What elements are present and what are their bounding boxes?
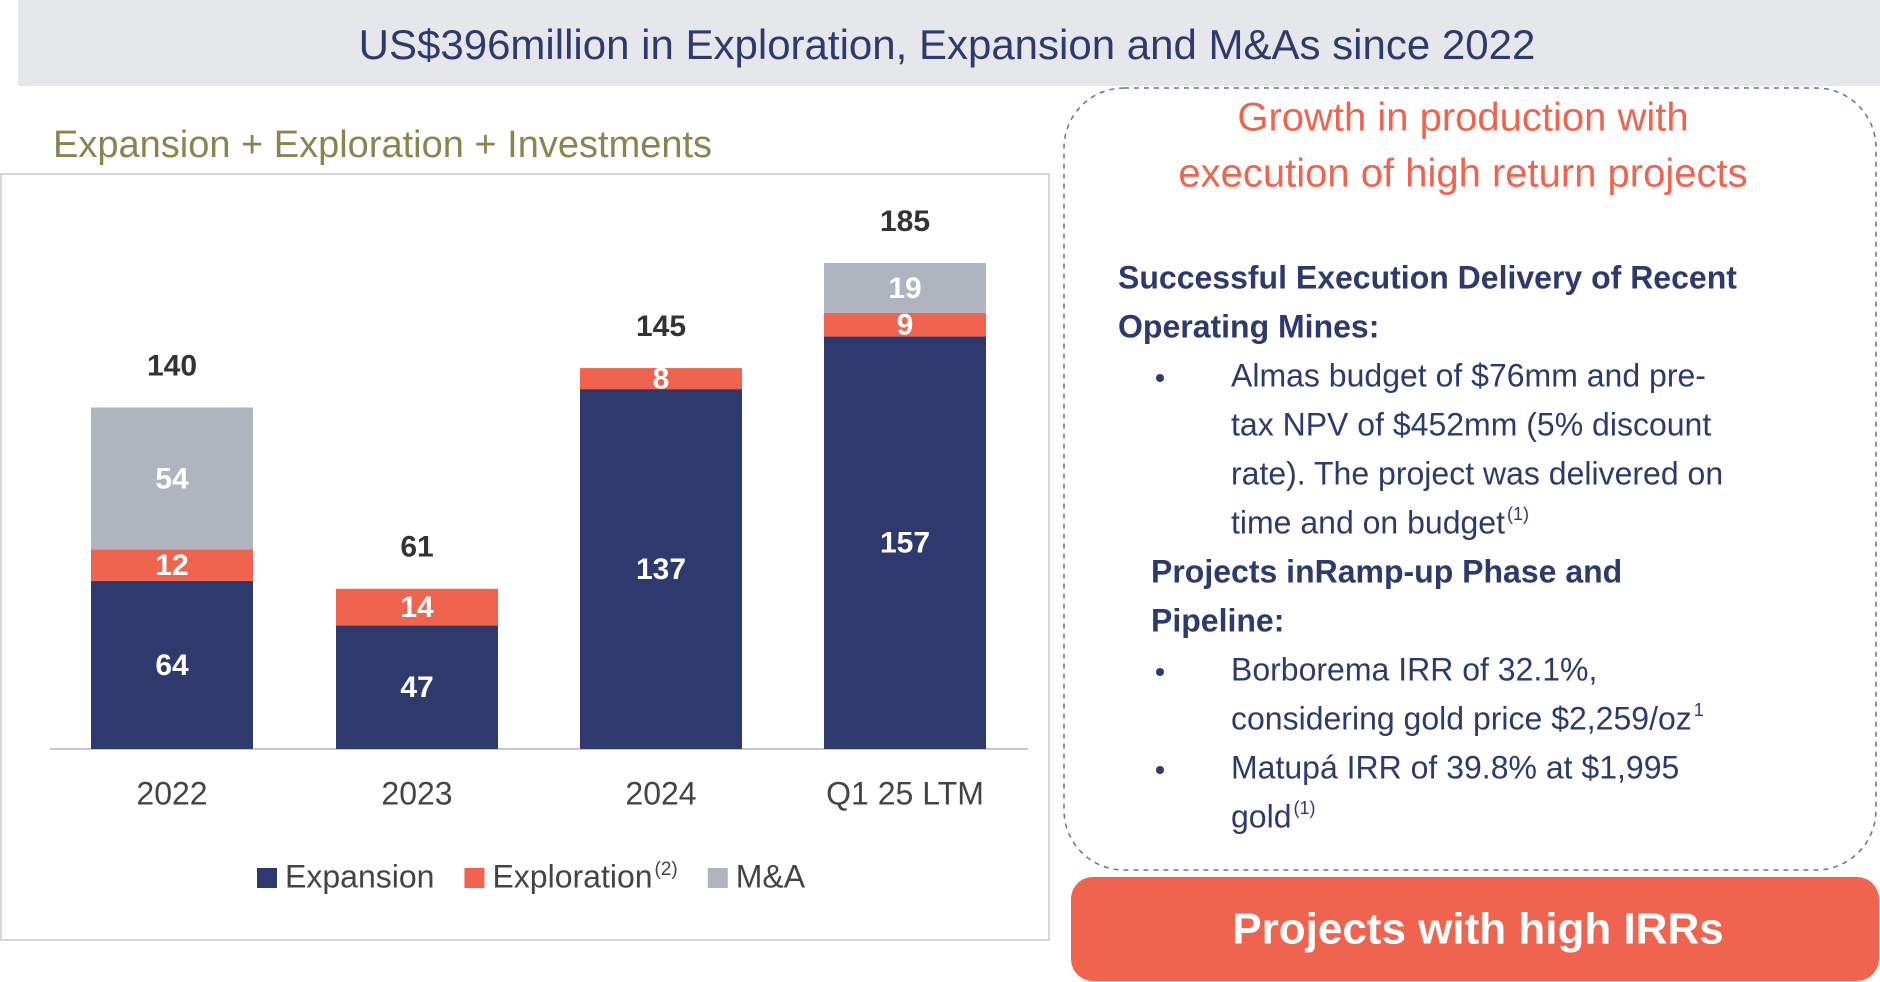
bullet-text: Almas budget of $76mm and pre- [1231,357,1706,393]
legend-swatch [464,868,485,888]
value-label: 47 [400,671,433,704]
x-tick-label: Q1 25 LTM [826,775,984,811]
panel: Growth in production with execution of hi… [1118,96,1748,835]
panel-heading: execution of high return projects [1178,152,1747,196]
value-label: 19 [888,272,921,305]
bullet-text: gold [1231,798,1292,834]
chart-title: Expansion + Exploration + Investments [53,124,712,166]
value-label: 9 [897,309,914,342]
x-tick-label: 2023 [381,775,452,811]
chart-frame [0,173,1050,941]
banner-title: US$396million in Exploration, Expansion … [359,21,1536,68]
bullet-dot [1156,668,1164,676]
legend-swatch [257,868,277,888]
bar-segment [91,580,253,749]
bullet-dot [1156,766,1164,774]
value-label: 157 [880,527,930,560]
value-label: 14 [400,591,434,624]
bullet-note: 1 [1694,700,1704,720]
total-label: 61 [400,531,433,564]
section-title: Pipeline: [1151,602,1284,638]
value-label: 12 [155,549,188,582]
total-label: 185 [880,205,930,238]
bullet-text: rate). The project was delivered on [1231,455,1723,491]
bullet-text: Borborema IRR of 32.1%, [1231,651,1597,687]
value-label: 8 [653,363,670,396]
bar-segment [580,368,742,390]
bar-segment [580,389,742,749]
bar-segment [824,336,986,749]
value-label: 64 [155,649,189,682]
value-label: 137 [636,553,686,586]
bar-segment [824,263,986,313]
bullet-note: (1) [1507,504,1529,524]
bullet-text: Matupá IRR of 39.8% at $1,995 [1231,749,1679,785]
section-title: Operating Mines: [1118,308,1379,344]
bullet-text: tax NPV of $452mm (5% discount [1231,406,1711,442]
bar-segment [824,312,986,337]
legend-label: Exploration [492,858,652,894]
banner-bg [18,0,1880,86]
panel-heading: Growth in production with [1237,96,1688,140]
legend-label: Expansion [285,858,434,894]
bullet-text: considering gold price $2,259/oz [1231,700,1692,736]
bar-segment [91,549,253,581]
bullet-dot [1156,374,1164,382]
bullet-text: time and on budget [1231,504,1505,540]
bar-segment [336,588,498,626]
legend-label: M&A [736,858,806,894]
legend-note: (2) [655,859,678,880]
total-label: 140 [147,349,197,382]
total-label: 145 [636,310,686,343]
section-title: Projects inRamp-up Phase and [1151,553,1622,589]
button-label[interactable]: Projects with high IRRs [1232,905,1723,954]
bar-segment [336,625,498,749]
section-title: Successful Execution Delivery of Recent [1118,259,1737,295]
bullet-note: (1) [1294,798,1316,818]
legend-swatch [707,868,728,888]
chart: 64 12 54 140 2022 47 14 61 2023 137 8 145 2024 157 9 19… [91,205,986,894]
x-tick-label: 2022 [136,775,207,811]
x-tick-label: 2024 [625,775,696,811]
value-label: 54 [155,462,189,495]
bar-segment [91,407,253,550]
button-bg [1071,877,1879,981]
